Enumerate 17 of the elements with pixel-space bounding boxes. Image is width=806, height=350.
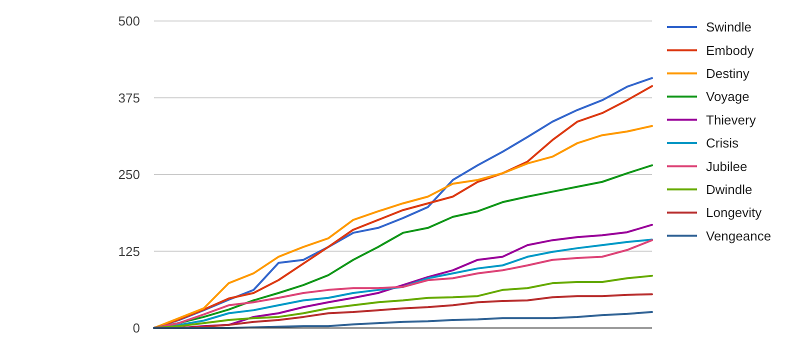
legend-label: Jubilee [706,158,748,174]
legend-label: Voyage [706,89,750,104]
legend-label: Vengeance [706,228,772,244]
legend-label: Crisis [706,136,739,151]
y-tick-label: 0 [132,320,140,336]
legend-label: Destiny [706,66,750,81]
y-tick-label: 250 [118,167,140,182]
line-series [153,311,653,329]
y-tick-label: 500 [118,14,140,29]
y-tick-label: 125 [118,244,140,259]
legend-label: Embody [706,42,754,58]
legend-label: Longevity [706,205,762,220]
legend-label: Thievery [706,112,756,128]
legend-label: Dwindle [706,182,752,197]
line-series [153,124,653,329]
legend-label: Swindle [706,20,752,35]
y-tick-label: 375 [118,90,140,106]
